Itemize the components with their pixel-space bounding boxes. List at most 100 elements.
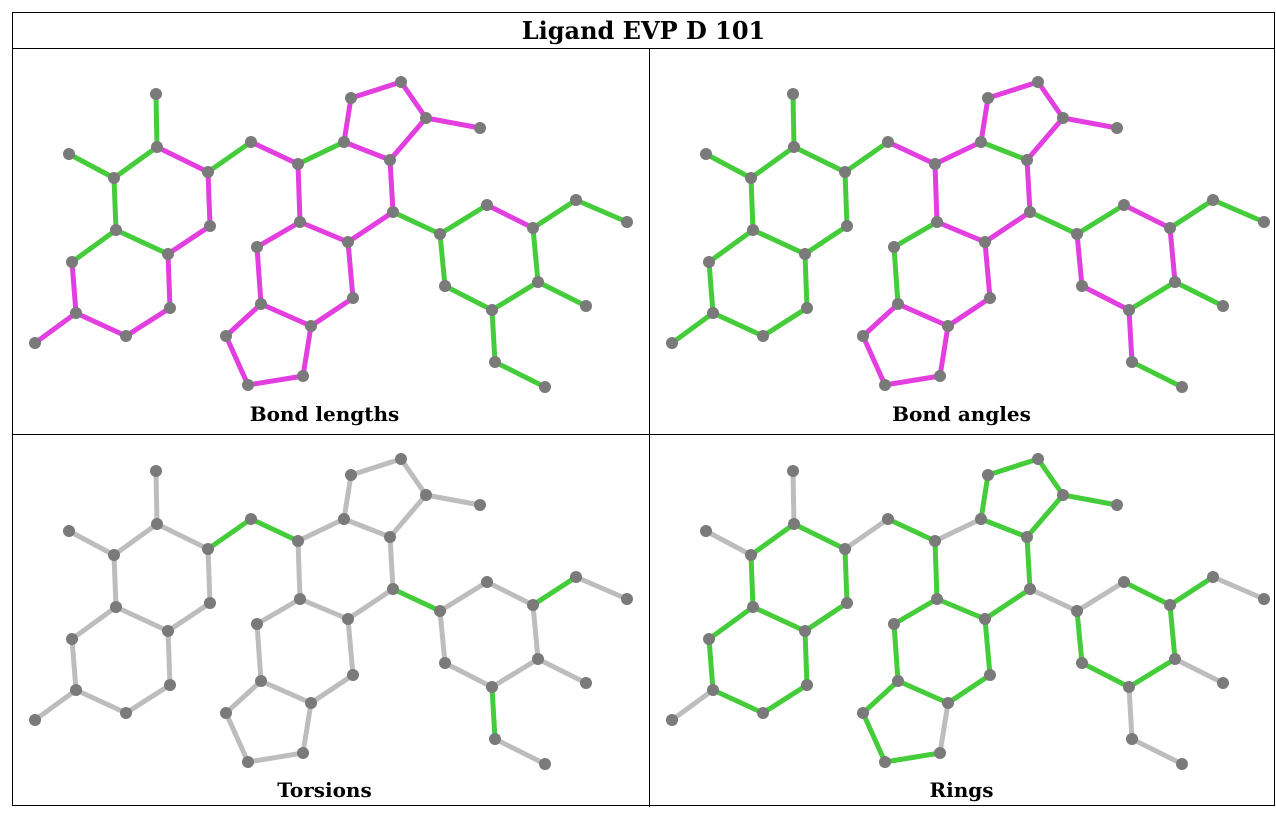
bond [710, 687, 766, 716]
atom [384, 531, 396, 543]
bond [748, 175, 756, 233]
atom [297, 747, 309, 759]
atom [787, 88, 799, 100]
atom [1176, 758, 1188, 770]
atom [888, 241, 900, 253]
bond [1035, 79, 1066, 121]
bond [535, 656, 589, 686]
atom [1118, 199, 1130, 211]
bond [295, 538, 303, 602]
atom [481, 576, 493, 588]
atom [70, 684, 82, 696]
bond [842, 169, 850, 229]
atom [120, 707, 132, 719]
bond [573, 197, 630, 225]
bond [165, 628, 173, 688]
atom [110, 224, 122, 236]
bond [254, 621, 264, 684]
atom [879, 379, 891, 391]
atom [527, 599, 539, 611]
bond [1167, 225, 1178, 285]
bond [945, 672, 993, 706]
atom [395, 453, 407, 465]
atom [666, 714, 678, 726]
atom [1258, 216, 1270, 228]
atom [439, 657, 451, 669]
atom [292, 535, 304, 547]
bond [1210, 574, 1267, 602]
bond [669, 687, 716, 723]
bond [842, 516, 891, 552]
bond [223, 710, 251, 765]
bond [669, 310, 716, 346]
bond [1024, 492, 1066, 540]
bond [165, 251, 173, 311]
atom [1176, 381, 1188, 393]
atom [787, 465, 799, 477]
atom [539, 758, 551, 770]
bond [387, 492, 429, 540]
atom [29, 337, 41, 349]
atom [1076, 280, 1088, 292]
atom [66, 633, 78, 645]
bond [341, 516, 393, 540]
atom [757, 330, 769, 342]
atom [982, 469, 994, 481]
atom [934, 747, 946, 759]
bond [895, 301, 951, 329]
atom [1217, 677, 1229, 689]
bond [982, 239, 993, 301]
bond [165, 223, 213, 257]
bond [32, 687, 79, 723]
bond [895, 678, 951, 706]
molecule-diagram-bond-lengths [29, 76, 633, 393]
bond [492, 736, 548, 767]
bond [32, 310, 79, 346]
atom [70, 307, 82, 319]
atom [305, 320, 317, 332]
atom [474, 499, 486, 511]
molecule-diagram-bond-angles [666, 76, 1270, 393]
bond [842, 546, 850, 606]
caption-bond-angles: Bond angles [892, 402, 1031, 426]
bond [710, 310, 766, 339]
bond [205, 516, 254, 552]
atom [979, 613, 991, 625]
atom [799, 248, 811, 260]
bond [111, 552, 119, 610]
bond [69, 227, 119, 265]
bond [111, 175, 119, 233]
atom [489, 356, 501, 368]
bond [66, 528, 117, 558]
bond [390, 209, 443, 237]
bond [69, 636, 79, 693]
bond [205, 169, 213, 229]
bond [153, 91, 160, 150]
bond [860, 301, 901, 339]
bond [113, 604, 171, 634]
atom [342, 613, 354, 625]
bond [300, 323, 314, 379]
bond [932, 516, 984, 544]
bond [934, 219, 988, 245]
bond [860, 710, 888, 765]
bond [205, 546, 213, 606]
atom [979, 236, 991, 248]
atom [1021, 154, 1033, 166]
bond [1024, 115, 1066, 163]
atom [857, 707, 869, 719]
bond [530, 197, 579, 231]
bond [978, 472, 991, 522]
bond [706, 227, 756, 265]
atom [882, 136, 894, 148]
bond [223, 678, 264, 716]
atom [245, 513, 257, 525]
atom [387, 206, 399, 218]
atom [839, 543, 851, 555]
bond [348, 79, 404, 101]
bond [223, 301, 264, 339]
bond [891, 596, 940, 627]
bond [254, 596, 303, 627]
bond [297, 596, 351, 622]
atom [888, 618, 900, 630]
